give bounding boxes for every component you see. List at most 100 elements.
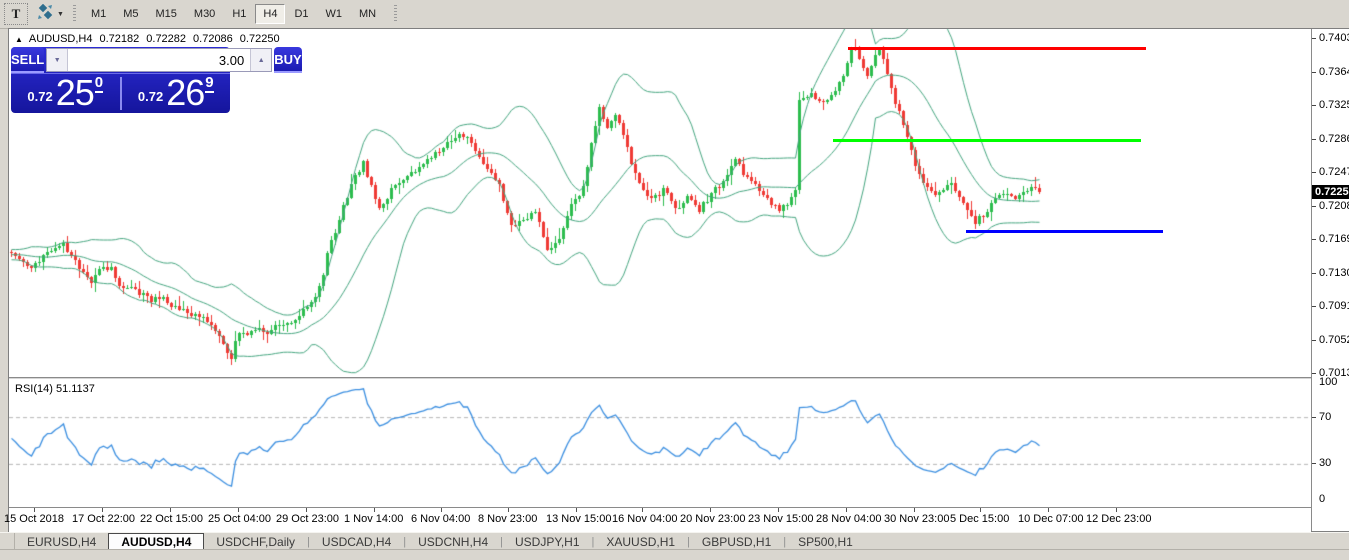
sell-price-pip: 0: [94, 74, 104, 93]
time-tick: [102, 508, 103, 512]
time-tick: [1048, 508, 1049, 512]
price-axis[interactable]: 0.72250 0.74030 0.73640 0.73250 0.72860 0.72…: [1311, 29, 1349, 531]
ohlc-high: 0.72282: [146, 33, 187, 45]
time-label: 16 Nov 04:00: [612, 513, 678, 525]
collapse-trade-panel-icon[interactable]: ▲: [15, 34, 23, 44]
time-label: 13 Nov 15:00: [546, 513, 612, 525]
toolbar-grip[interactable]: [72, 5, 76, 23]
trendline-support-blue[interactable]: [966, 229, 1163, 233]
rsi-indicator-label: RSI(14) 51.1137: [15, 383, 95, 395]
sell-price-prefix: 0.72: [27, 89, 53, 104]
toolbar-grip-2[interactable]: [394, 5, 398, 23]
chart-tab-gbpusd-h1[interactable]: GBPUSD,H1: [701, 534, 772, 549]
chart-toolbar: T ▼ M1 M5 M15 M30 H1 H4 D1 W1 MN: [0, 0, 1349, 29]
tab-separator: |: [687, 535, 690, 548]
timeframe-button-m1[interactable]: M1: [90, 8, 107, 20]
rsi-tick: 0: [1319, 492, 1326, 505]
price-tick: 0.72860: [1312, 133, 1349, 147]
time-tick: [642, 508, 643, 512]
time-tick: [1116, 508, 1117, 512]
buy-price-display[interactable]: 0.72 26 9: [122, 74, 231, 113]
sell-price-big: 25: [55, 72, 95, 114]
time-tick: [374, 508, 375, 512]
time-label: 30 Nov 23:00: [884, 513, 950, 525]
chart-tab-eurusd-h4[interactable]: EURUSD,H4: [27, 534, 97, 549]
chart-tab-usdchf-daily[interactable]: USDCHF,Daily: [216, 534, 296, 549]
chart-tab-sp500-h1[interactable]: SP500,H1: [798, 534, 853, 549]
time-tick: [306, 508, 307, 512]
tab-separator: |: [591, 535, 595, 548]
time-label: 10 Dec 07:00: [1018, 513, 1084, 525]
chart-tab-xauusd-h1[interactable]: XAUUSD,H1: [606, 534, 676, 549]
price-tick: 0.71300: [1312, 267, 1349, 281]
timeframe-button-m5[interactable]: M5: [123, 8, 139, 20]
time-label: 8 Nov 23:00: [478, 513, 538, 525]
time-tick: [576, 508, 577, 512]
lot-decrease-button[interactable]: ▼: [47, 49, 69, 71]
rsi-tick: 30: [1312, 457, 1349, 471]
timeframe-button-group: M1 M5 M15 M30 H1 H4 D1 W1 MN: [83, 4, 385, 24]
timeframe-button-d1[interactable]: D1: [294, 8, 309, 20]
timeframe-button-m15[interactable]: M15: [155, 8, 177, 20]
buy-button[interactable]: BUY: [274, 47, 302, 73]
lot-size-input[interactable]: [68, 49, 251, 71]
sell-button[interactable]: SELL: [11, 47, 45, 73]
tab-scroll-area[interactable]: [0, 533, 15, 550]
time-tick: [508, 508, 509, 512]
time-label: 15 Oct 2018: [4, 513, 64, 525]
time-tick: [778, 508, 779, 512]
price-display-divider: [119, 77, 122, 110]
dropdown-caret-icon[interactable]: ▼: [57, 10, 64, 18]
rsi-indicator-canvas[interactable]: [9, 379, 1311, 507]
chart-tab-usdcad-h4[interactable]: USDCAD,H4: [321, 534, 392, 549]
trendline-resistance-red[interactable]: [848, 47, 1146, 51]
time-label: 12 Dec 23:00: [1086, 513, 1152, 525]
time-axis[interactable]: 15 Oct 2018 17 Oct 22:00 22 Oct 15:00 25 Oc…: [4, 507, 1311, 532]
trendline-level-green[interactable]: [833, 138, 1141, 142]
timeframe-button-h4[interactable]: H4: [255, 4, 286, 24]
time-tick: [846, 508, 847, 512]
time-tick: [710, 508, 711, 512]
time-label: 29 Oct 23:00: [276, 513, 339, 525]
pane-separator[interactable]: [9, 377, 1311, 379]
trade-panel-divider: [11, 73, 230, 74]
timeframe-button-w1[interactable]: W1: [325, 8, 343, 20]
timeframe-button-mn[interactable]: MN: [359, 8, 377, 20]
price-tick: 0.72080: [1312, 200, 1349, 214]
time-label: 22 Oct 15:00: [140, 513, 203, 525]
buy-price-prefix: 0.72: [137, 89, 164, 104]
ohlc-close: 0.72250: [239, 33, 280, 45]
time-tick: [914, 508, 915, 512]
sell-price-display[interactable]: 0.72 25 0: [11, 74, 120, 113]
chart-tab-audusd-h4[interactable]: AUDUSD,H4: [108, 533, 205, 550]
price-tick: 0.73640: [1312, 66, 1349, 80]
one-click-trading-panel: SELL ▼ ▲ BUY 0.72 25 0 0.72 26: [11, 47, 302, 113]
lot-increase-button[interactable]: ▲: [250, 49, 272, 71]
time-tick: [34, 508, 35, 512]
price-tick: 0.71690: [1312, 233, 1349, 247]
ohlc-low: 0.72086: [193, 33, 233, 45]
timeframe-button-m30[interactable]: M30: [193, 8, 216, 20]
time-label: 17 Oct 22:00: [72, 513, 135, 525]
indicator-arrows-button[interactable]: ▼: [36, 3, 64, 25]
status-bar: [0, 549, 1349, 560]
text-label-tool-button[interactable]: T: [4, 3, 28, 25]
time-tick: [170, 508, 171, 512]
price-tick: 0.70520: [1312, 334, 1349, 348]
ohlc-open: 0.72182: [99, 33, 140, 45]
time-label: 20 Nov 23:00: [680, 513, 746, 525]
price-tick: 0.70910: [1312, 300, 1349, 314]
current-price-badge: 0.72250: [1312, 184, 1349, 199]
time-label: 6 Nov 04:00: [411, 513, 471, 525]
chart-symbol-label: AUDUSD,H4: [28, 33, 93, 45]
price-tick: 0.74030: [1312, 32, 1349, 46]
timeframe-button-h1[interactable]: H1: [232, 8, 247, 20]
time-tick: [441, 508, 442, 512]
lot-size-group: ▼ ▲: [46, 48, 273, 72]
price-tick: 0.70130: [1312, 367, 1349, 381]
chart-window: ▲ AUDUSD,H4 0.72182 0.72282 0.72086 0.72…: [4, 28, 1349, 532]
chart-tab-usdjpy-h1[interactable]: USDJPY,H1: [515, 534, 580, 549]
chart-tab-usdcnh-h4[interactable]: USDCNH,H4: [418, 534, 489, 549]
indicator-arrows-icon: [36, 3, 54, 25]
